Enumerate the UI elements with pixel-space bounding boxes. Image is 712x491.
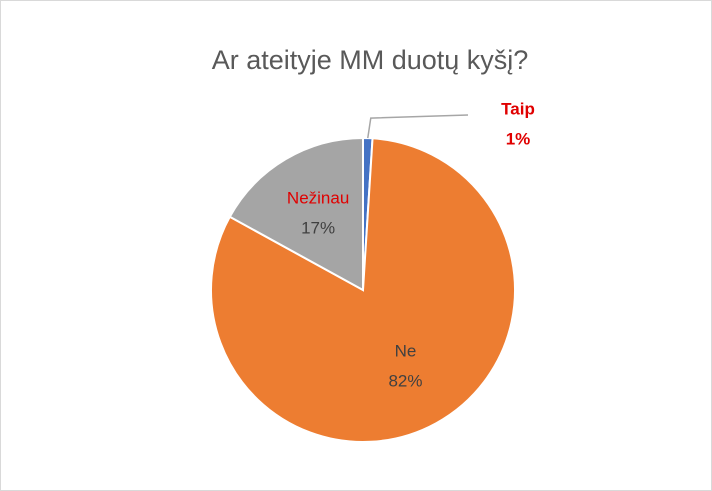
data-label-value: 17%: [301, 219, 335, 238]
pie-slice: [228, 136, 364, 292]
data-label-value: 1%: [506, 129, 531, 148]
chart-title: Ar ateityje MM duotų kyšį?: [212, 45, 529, 75]
data-label-value: 82%: [388, 372, 422, 391]
data-label-name: Nežinau: [287, 189, 349, 208]
data-label-name: Taip: [501, 99, 535, 118]
leader-line: [367, 114, 469, 139]
data-label-name: Ne: [395, 342, 417, 361]
